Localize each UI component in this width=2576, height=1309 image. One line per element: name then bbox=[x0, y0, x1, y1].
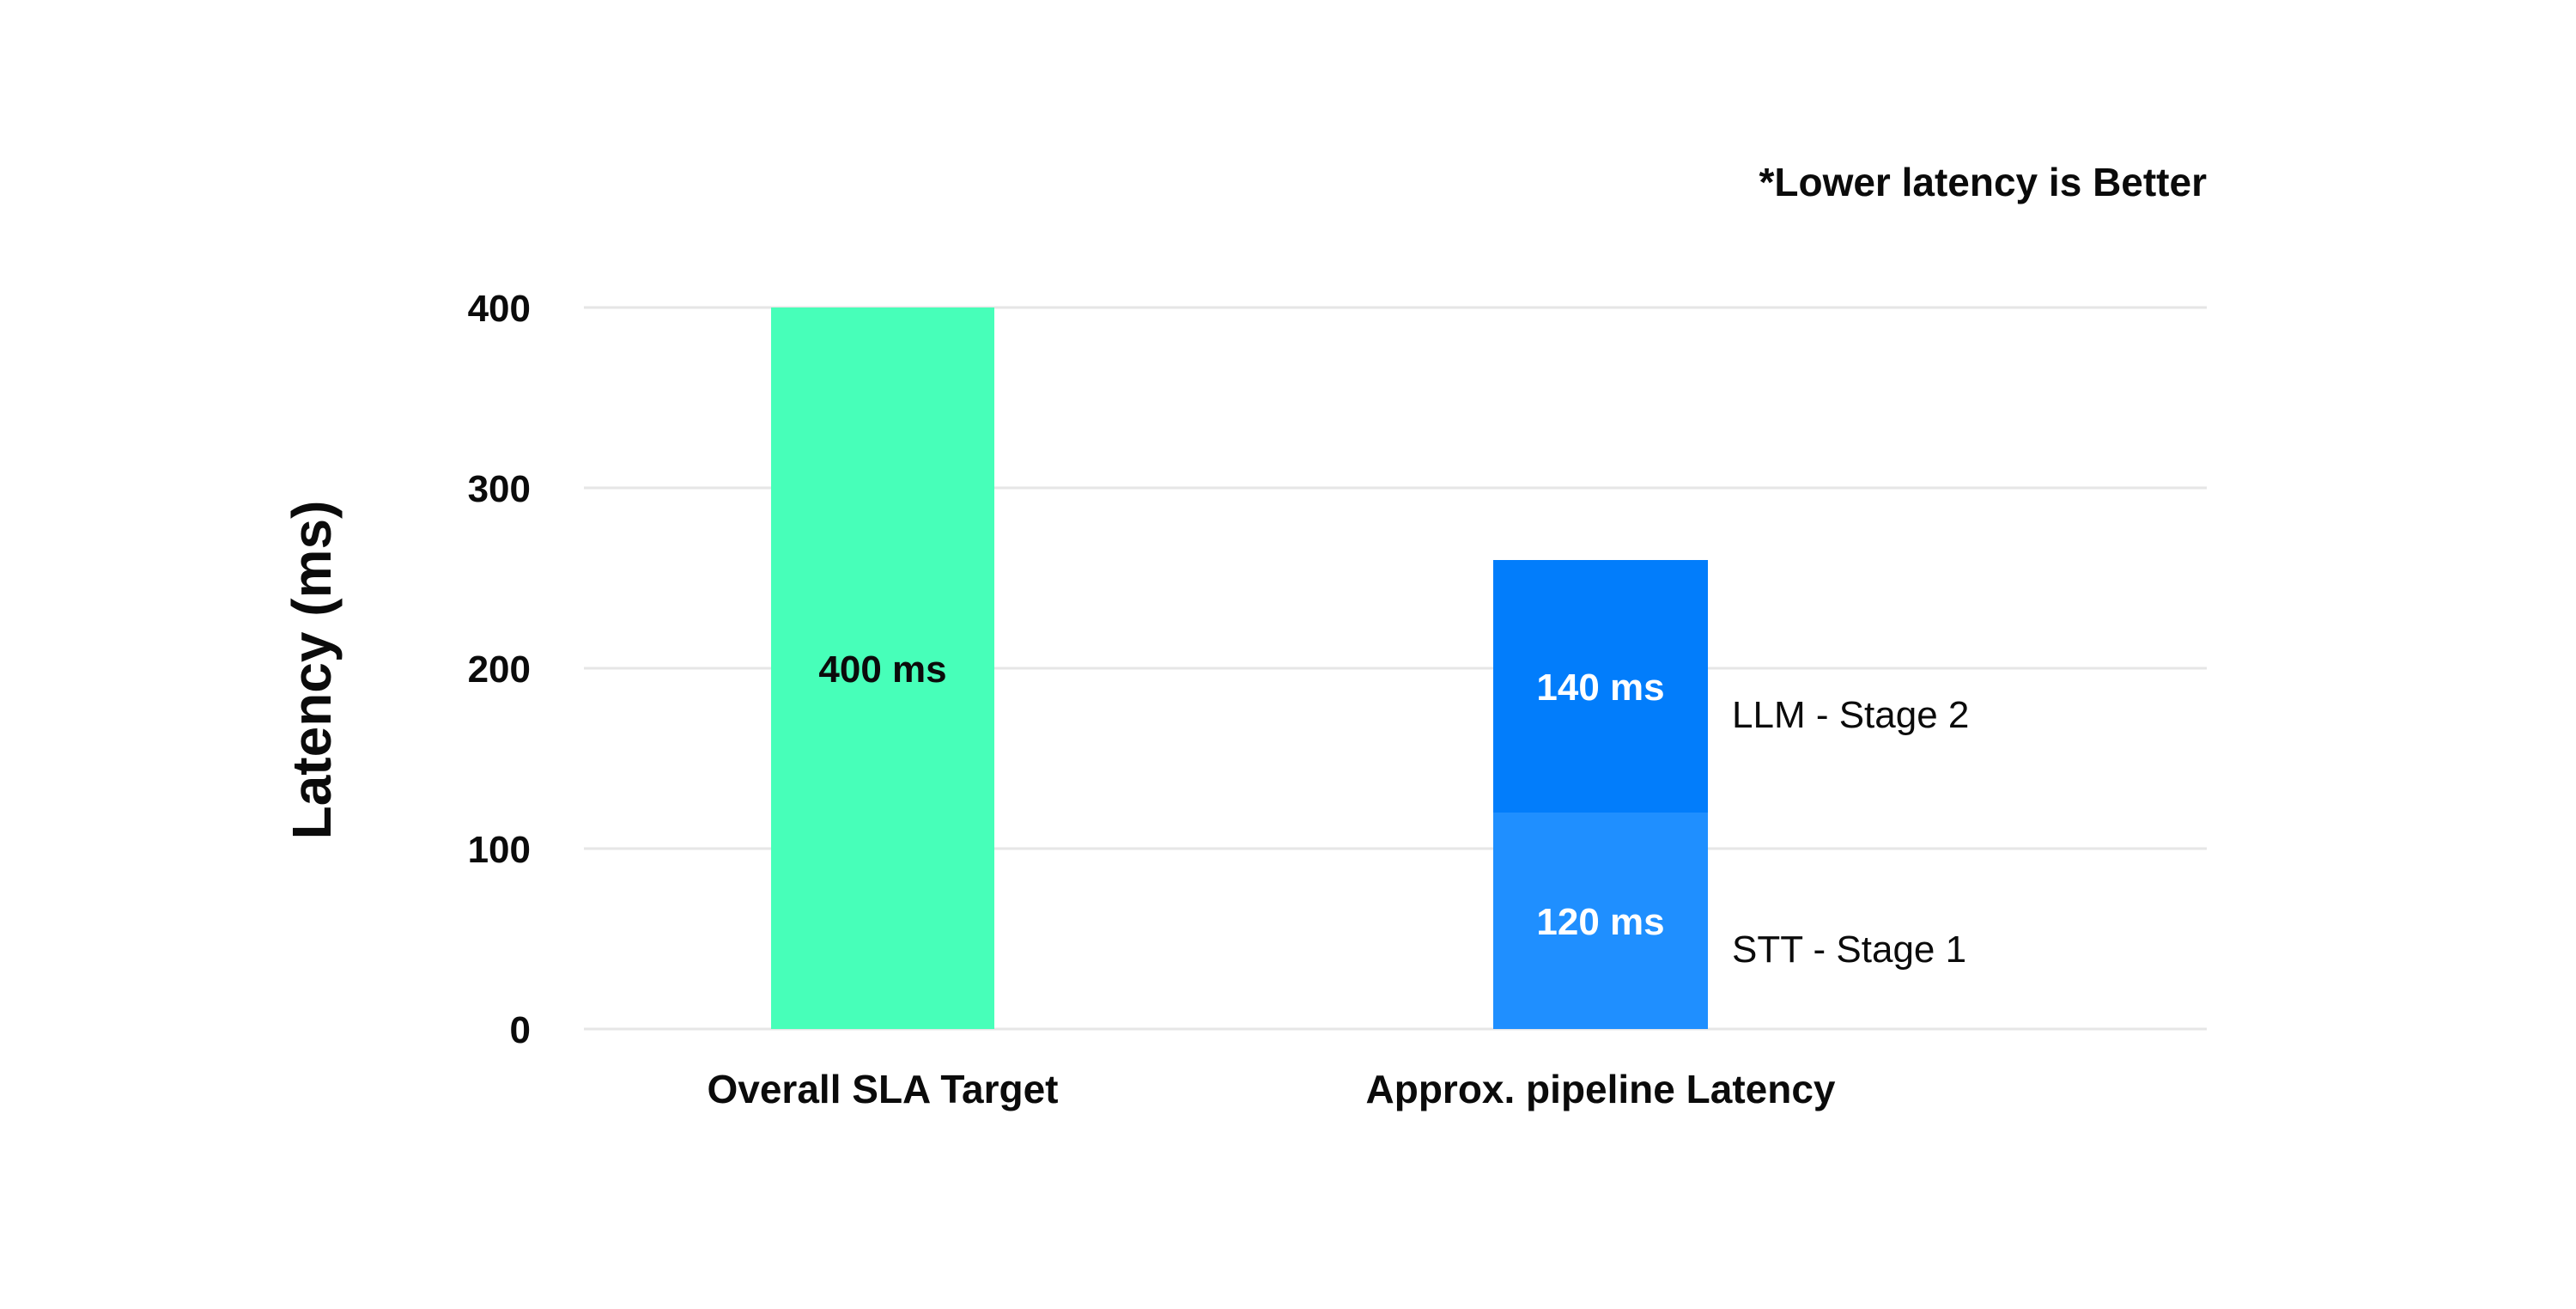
bar-segment bbox=[1493, 560, 1708, 813]
y-tick-label: 200 bbox=[468, 648, 531, 691]
segment-labels: STT - Stage 1 LLM - Stage 2 bbox=[1732, 694, 1969, 971]
y-tick-label: 400 bbox=[468, 288, 531, 330]
bar-segment bbox=[1493, 813, 1708, 1029]
bar-segment bbox=[771, 307, 994, 1029]
chart-note: *Lower latency is Better bbox=[1759, 160, 2207, 204]
segment-name-label: STT - Stage 1 bbox=[1732, 928, 1966, 971]
x-tick-label: Overall SLA Target bbox=[707, 1067, 1058, 1111]
y-tick-label: 300 bbox=[468, 468, 531, 510]
x-axis-ticks: Overall SLA Target Approx. pipeline Laten… bbox=[707, 1067, 1835, 1111]
y-tick-label: 0 bbox=[510, 1009, 531, 1051]
bar-value-label: 400 ms bbox=[818, 648, 946, 691]
y-axis-label: Latency (ms) bbox=[281, 501, 343, 840]
segment-name-label: LLM - Stage 2 bbox=[1732, 694, 1969, 736]
x-tick-label: Approx. pipeline Latency bbox=[1366, 1067, 1836, 1111]
bar-value-label: 140 ms bbox=[1536, 667, 1664, 709]
bars bbox=[771, 307, 1708, 1029]
y-axis-ticks: 0 100 200 300 400 bbox=[468, 288, 531, 1051]
y-tick-label: 100 bbox=[468, 829, 531, 871]
bar-value-label: 120 ms bbox=[1536, 901, 1664, 943]
data-labels: 400 ms 120 ms 140 ms bbox=[818, 648, 1664, 943]
